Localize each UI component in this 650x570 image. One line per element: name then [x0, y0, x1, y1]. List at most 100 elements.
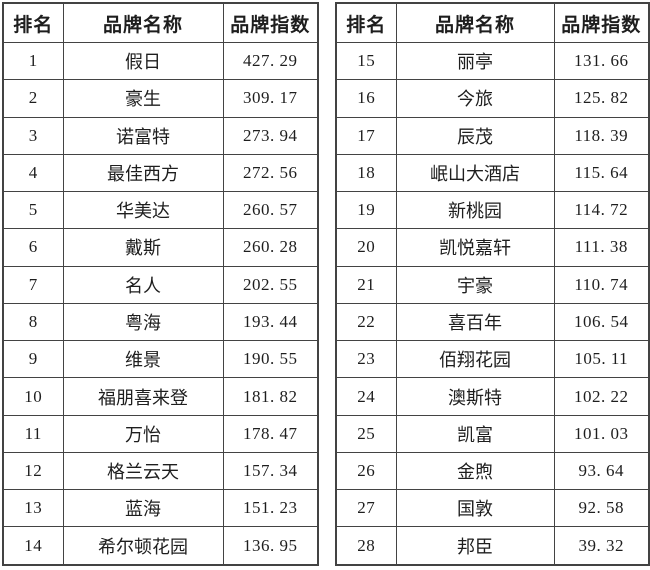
brand-index-cell: 115. 64: [553, 153, 650, 193]
brand-name-cell: 粤海: [62, 302, 224, 342]
rank-cell: 9: [2, 340, 64, 379]
rank-cell: 14: [2, 526, 64, 566]
rank-cell: 26: [335, 451, 397, 491]
brand-name-cell: 名人: [62, 265, 224, 304]
table-body: 15 丽亭 131. 66 16 今旅 125. 82 17 辰茂 118. 39 18 岷山大酒店…: [335, 41, 650, 566]
brand-index-cell: 105. 11: [553, 340, 650, 379]
brand-index-cell: 101. 03: [553, 414, 650, 453]
brand-name-cell: 佰翔花园: [395, 340, 555, 379]
table-body: 1 假日 427. 29 2 豪生 309. 17 3 诺富特 273. 94 4 最佳西方 272.…: [2, 41, 319, 566]
brand-name-cell: 凯悦嘉轩: [395, 228, 555, 267]
rank-cell: 8: [2, 302, 64, 342]
brand-name-cell: 金煦: [395, 451, 555, 491]
rank-cell: 21: [335, 265, 397, 304]
table-row: 6 戴斯 260. 28: [2, 228, 319, 267]
table-row: 14 希尔顿花园 136. 95: [2, 526, 319, 566]
rank-table-1-14: 排名 品牌名称 品牌指数 1 假日 427. 29 2 豪生 309. 17 3 诺富特 273…: [2, 2, 319, 566]
rank-cell: 22: [335, 302, 397, 342]
brand-index-cell: 178. 47: [222, 414, 319, 453]
table-row: 16 今旅 125. 82: [335, 79, 650, 118]
brand-name-cell: 戴斯: [62, 228, 224, 267]
brand-name-cell: 希尔顿花园: [62, 526, 224, 566]
brand-index-cell: 151. 23: [222, 489, 319, 528]
brand-name-cell: 邦臣: [395, 526, 555, 566]
table-row: 26 金煦 93. 64: [335, 451, 650, 491]
brand-index-cell: 136. 95: [222, 526, 319, 566]
brand-name-cell: 国敦: [395, 489, 555, 528]
rank-cell: 11: [2, 414, 64, 453]
table-row: 1 假日 427. 29: [2, 41, 319, 81]
rank-cell: 16: [335, 79, 397, 118]
brand-name-cell: 诺富特: [62, 116, 224, 155]
brand-index-cell: 39. 32: [553, 526, 650, 566]
table-row: 2 豪生 309. 17: [2, 79, 319, 118]
brand-name-cell: 假日: [62, 41, 224, 81]
brand-index-cell: 114. 72: [553, 191, 650, 230]
brand-index-cell: 427. 29: [222, 41, 319, 81]
rank-cell: 25: [335, 414, 397, 453]
brand-index-cell: 190. 55: [222, 340, 319, 379]
rank-cell: 2: [2, 79, 64, 118]
brand-index-cell: 125. 82: [553, 79, 650, 118]
brand-index-cell: 110. 74: [553, 265, 650, 304]
rank-cell: 3: [2, 116, 64, 155]
table-row: 20 凯悦嘉轩 111. 38: [335, 228, 650, 267]
rank-cell: 15: [335, 41, 397, 81]
rank-header: 排名: [335, 2, 397, 43]
table-row: 27 国敦 92. 58: [335, 489, 650, 528]
brand-index-cell: 131. 66: [553, 41, 650, 81]
brand-index-cell: 93. 64: [553, 451, 650, 491]
rank-header: 排名: [2, 2, 64, 43]
rank-cell: 24: [335, 377, 397, 416]
brand-name-cell: 凯富: [395, 414, 555, 453]
brand-index-cell: 309. 17: [222, 79, 319, 118]
rank-cell: 12: [2, 451, 64, 491]
brand-name-cell: 万怡: [62, 414, 224, 453]
table-row: 4 最佳西方 272. 56: [2, 153, 319, 193]
brand-name-header: 品牌名称: [62, 2, 224, 43]
brand-name-header: 品牌名称: [395, 2, 555, 43]
brand-index-header: 品牌指数: [553, 2, 650, 43]
table-row: 23 佰翔花园 105. 11: [335, 340, 650, 379]
brand-index-cell: 92. 58: [553, 489, 650, 528]
table-row: 21 宇豪 110. 74: [335, 265, 650, 304]
rank-cell: 18: [335, 153, 397, 193]
brand-index-cell: 111. 38: [553, 228, 650, 267]
brand-index-cell: 260. 57: [222, 191, 319, 230]
brand-index-cell: 106. 54: [553, 302, 650, 342]
table-row: 11 万怡 178. 47: [2, 414, 319, 453]
brand-index-cell: 118. 39: [553, 116, 650, 155]
table-row: 24 澳斯特 102. 22: [335, 377, 650, 416]
brand-name-cell: 豪生: [62, 79, 224, 118]
brand-name-cell: 今旅: [395, 79, 555, 118]
rank-cell: 17: [335, 116, 397, 155]
table-row: 8 粤海 193. 44: [2, 302, 319, 342]
brand-name-cell: 宇豪: [395, 265, 555, 304]
table-row: 25 凯富 101. 03: [335, 414, 650, 453]
brand-index-cell: 202. 55: [222, 265, 319, 304]
brand-name-cell: 蓝海: [62, 489, 224, 528]
table-row: 5 华美达 260. 57: [2, 191, 319, 230]
brand-name-cell: 岷山大酒店: [395, 153, 555, 193]
rank-cell: 27: [335, 489, 397, 528]
brand-index-cell: 102. 22: [553, 377, 650, 416]
table-row: 3 诺富特 273. 94: [2, 116, 319, 155]
brand-name-cell: 辰茂: [395, 116, 555, 155]
brand-name-cell: 丽亭: [395, 41, 555, 81]
brand-index-cell: 181. 82: [222, 377, 319, 416]
rank-table-15-28: 排名 品牌名称 品牌指数 15 丽亭 131. 66 16 今旅 125. 82 17 辰茂 1…: [335, 2, 650, 566]
rank-cell: 23: [335, 340, 397, 379]
brand-index-cell: 157. 34: [222, 451, 319, 491]
table-row: 15 丽亭 131. 66: [335, 41, 650, 81]
rank-cell: 5: [2, 191, 64, 230]
brand-name-cell: 格兰云天: [62, 451, 224, 491]
brand-name-cell: 华美达: [62, 191, 224, 230]
rank-cell: 28: [335, 526, 397, 566]
rank-cell: 10: [2, 377, 64, 416]
brand-index-cell: 193. 44: [222, 302, 319, 342]
rank-cell: 4: [2, 153, 64, 193]
rank-cell: 13: [2, 489, 64, 528]
rank-cell: 1: [2, 41, 64, 81]
header-row: 排名 品牌名称 品牌指数: [335, 2, 650, 43]
